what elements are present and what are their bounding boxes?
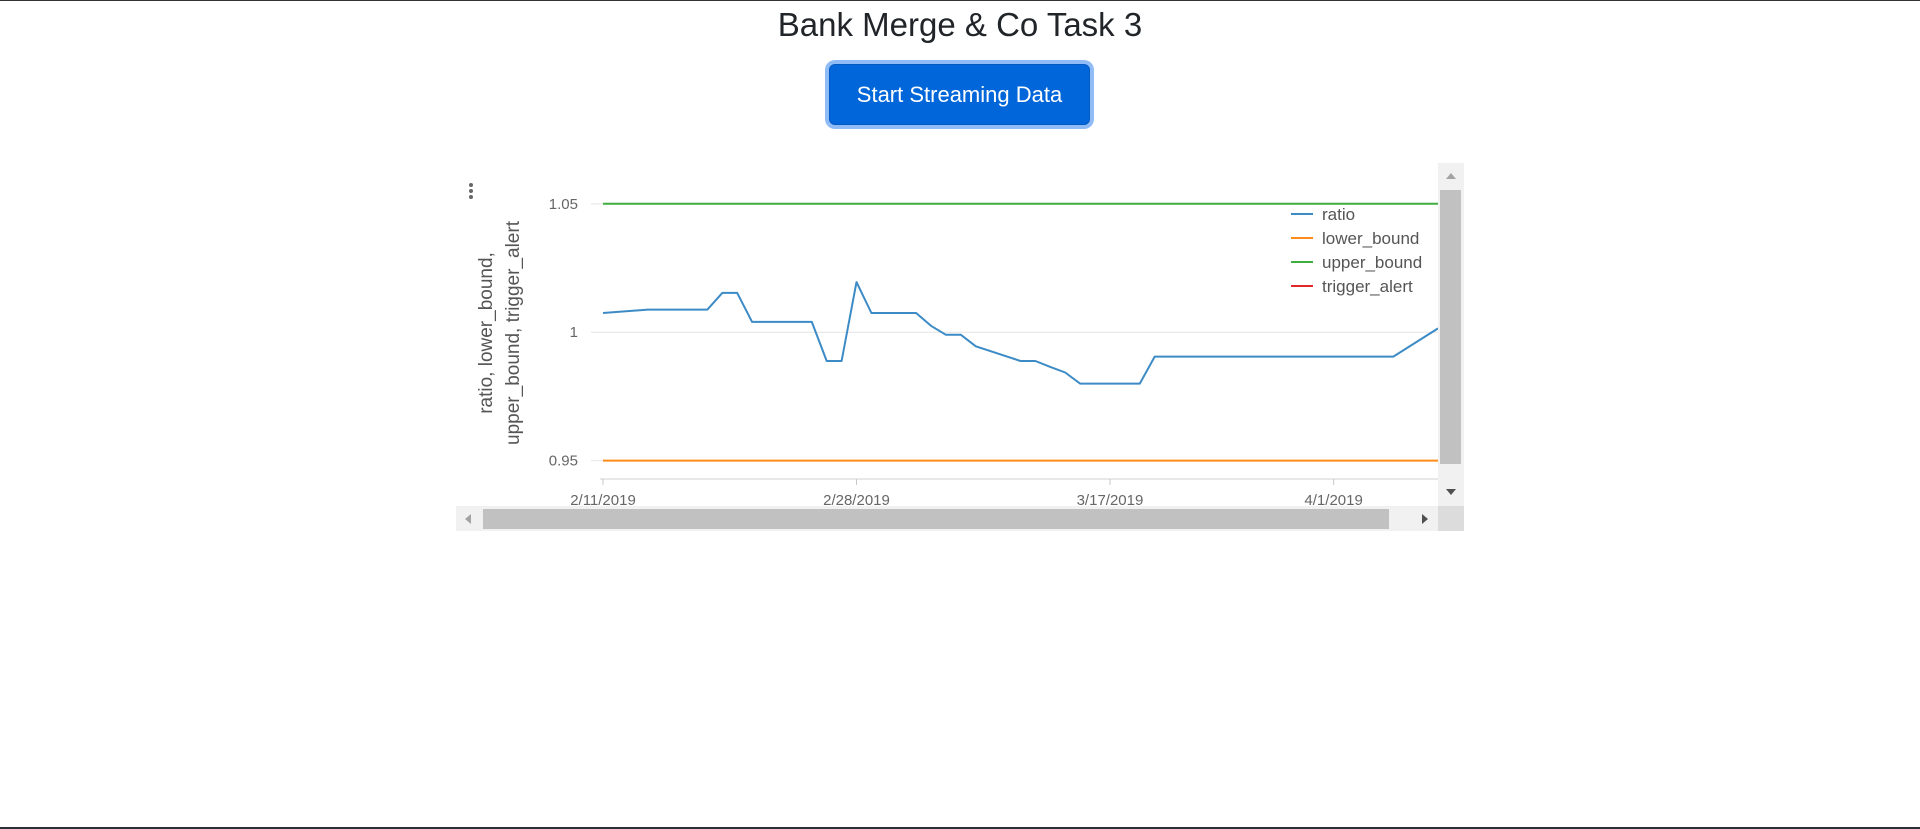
chart-grid bbox=[591, 203, 1438, 462]
legend-label-lower-bound: lower_bound bbox=[1322, 229, 1419, 248]
y-axis-label: ratio, lower_bound, upper_bound, trigger_… bbox=[476, 220, 524, 445]
chart-legend: ratio lower_bound upper_bound trigger_alert bbox=[1291, 205, 1422, 296]
legend-label-trigger-alert: trigger_alert bbox=[1322, 277, 1413, 296]
scrollbar-corner bbox=[1438, 506, 1464, 531]
x-tick-label: 2/11/2019 bbox=[570, 492, 636, 506]
legend-label-upper-bound: upper_bound bbox=[1322, 253, 1422, 272]
start-streaming-button[interactable]: Start Streaming Data bbox=[829, 64, 1090, 125]
y-tick-label: 1.05 bbox=[549, 196, 578, 213]
scroll-right-icon[interactable] bbox=[1422, 514, 1428, 524]
page-title: Bank Merge & Co Task 3 bbox=[777, 6, 1143, 43]
horizontal-scroll-thumb[interactable] bbox=[483, 509, 1389, 529]
y-axis-label-line: ratio, lower_bound, bbox=[476, 252, 497, 414]
vertical-scrollbar[interactable] bbox=[1438, 163, 1464, 506]
legend-label-ratio: ratio bbox=[1322, 205, 1355, 224]
series-line-ratio bbox=[602, 281, 1438, 385]
chart-viewer: 0.95 1 1.05 2/11/2019 2/28/2019 3/17/2019 4/1/… bbox=[456, 163, 1464, 531]
chart-menu-icon[interactable] bbox=[466, 183, 476, 203]
y-axis-label-line: upper_bound, trigger_alert bbox=[503, 220, 524, 445]
scroll-up-icon[interactable] bbox=[1446, 173, 1456, 179]
vertical-scroll-thumb[interactable] bbox=[1440, 190, 1461, 464]
x-tick-label: 2/28/2019 bbox=[823, 492, 890, 506]
scroll-left-icon[interactable] bbox=[465, 514, 471, 524]
horizontal-scrollbar[interactable] bbox=[456, 506, 1438, 531]
x-tick-label: 4/1/2019 bbox=[1304, 492, 1362, 506]
y-tick-label: 0.95 bbox=[549, 453, 578, 470]
chart-series bbox=[602, 202, 1438, 462]
y-tick-label: 1 bbox=[570, 324, 578, 341]
x-tick-label: 3/17/2019 bbox=[1077, 492, 1144, 506]
line-chart: 0.95 1 1.05 2/11/2019 2/28/2019 3/17/2019 4/1/… bbox=[476, 196, 1438, 506]
chart-axes: 0.95 1 1.05 2/11/2019 2/28/2019 3/17/2019 4/1/… bbox=[549, 196, 1438, 506]
scroll-down-icon[interactable] bbox=[1446, 489, 1456, 495]
